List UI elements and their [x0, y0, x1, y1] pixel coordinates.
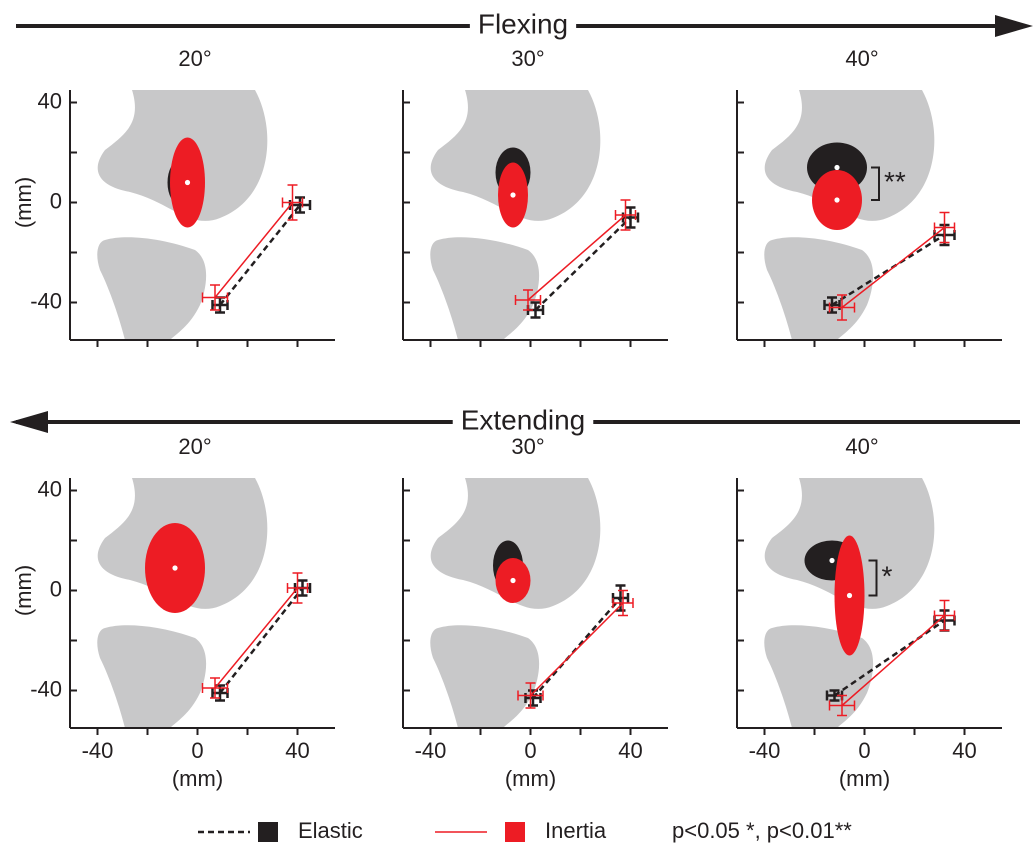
- panel: 20° -40 0 40 (mm): [11, 46, 335, 347]
- x-error-bar: [201, 292, 229, 303]
- panel: 20° -40 0 40 -40 0 40 (mm) (mm): [11, 434, 335, 791]
- y-tick-label: 40: [38, 476, 62, 501]
- bones: [430, 478, 601, 728]
- series-line: [534, 216, 632, 311]
- arrow-head: [995, 15, 1033, 37]
- section-title: Flexing: [478, 8, 568, 39]
- arrow-head: [10, 411, 48, 433]
- x-error-bar: [286, 583, 309, 593]
- x-error-bar: [933, 222, 956, 233]
- legend-label: Elastic: [298, 818, 363, 843]
- significance-bracket: [868, 559, 878, 597]
- series-line: [532, 597, 622, 699]
- series-line: [831, 233, 946, 307]
- significance-label: *: [882, 560, 893, 591]
- x-error-bar: [517, 690, 544, 701]
- x-error-bar: [823, 300, 841, 310]
- panel-title: 20°: [178, 434, 211, 459]
- y-axis-label: (mm): [11, 565, 36, 616]
- tibia: [764, 237, 874, 340]
- significance-note: p<0.05 *, p<0.01**: [672, 818, 852, 843]
- x-axis-label: (mm): [505, 766, 556, 791]
- y-axis-label: (mm): [11, 177, 36, 228]
- series-line: [219, 204, 301, 306]
- series-line: [214, 202, 294, 298]
- x-axis-label: (mm): [172, 766, 223, 791]
- series-line: [841, 614, 945, 707]
- x-error-bar: [933, 610, 956, 621]
- series-line: [527, 214, 626, 301]
- x-tick-label: 40: [618, 738, 642, 763]
- ellipse-center: [510, 577, 516, 584]
- x-tick-label: 40: [285, 738, 309, 763]
- panel-title: 40°: [845, 46, 878, 71]
- x-axis-label: (mm): [839, 766, 890, 791]
- femur: [430, 478, 601, 609]
- panel: 40° -40 0 40 (mm) *: [736, 434, 1002, 791]
- x-error-bar: [828, 700, 856, 711]
- tibia: [430, 625, 540, 728]
- y-tick-label: 40: [38, 88, 62, 113]
- panel-title: 30°: [511, 434, 544, 459]
- panel: 30°: [402, 46, 668, 347]
- series-line: [214, 587, 299, 689]
- x-tick-label: -40: [749, 738, 781, 763]
- x-tick-label: 0: [858, 738, 870, 763]
- x-error-bar: [524, 693, 542, 703]
- ellipse-center: [834, 197, 840, 203]
- series-line: [529, 602, 624, 697]
- x-error-bar: [828, 302, 856, 313]
- ellipse-center: [184, 179, 191, 186]
- ellipse-center: [846, 592, 853, 599]
- x-tick-label: 0: [191, 738, 203, 763]
- series-line: [219, 587, 304, 694]
- x-error-bar: [514, 295, 542, 305]
- legend-swatch: [258, 822, 278, 842]
- y-tick-label: 0: [50, 188, 62, 213]
- x-error-bar: [281, 197, 304, 208]
- x-error-bar: [612, 598, 634, 608]
- ellipse-center: [834, 164, 840, 171]
- ellipse-center: [829, 557, 835, 564]
- y-tick-label: 0: [50, 576, 62, 601]
- x-tick-label: -40: [82, 738, 114, 763]
- panel-title: 20°: [178, 46, 211, 71]
- tibia: [97, 237, 207, 340]
- panel: 30° -40 0 40 (mm): [402, 434, 668, 791]
- x-error-bar: [614, 210, 637, 220]
- tibia: [430, 237, 540, 340]
- legend-swatch: [505, 822, 525, 842]
- x-error-bar: [201, 683, 229, 693]
- panel-title: 30°: [511, 46, 544, 71]
- section-title: Extending: [461, 404, 586, 435]
- ellipse-center: [172, 565, 178, 571]
- tibia: [97, 625, 207, 728]
- x-tick-label: -40: [415, 738, 447, 763]
- ellipse-center: [510, 192, 516, 198]
- panel: 40° **: [736, 46, 1002, 347]
- significance-label: **: [884, 166, 906, 197]
- x-tick-label: 40: [952, 738, 976, 763]
- panel-title: 40°: [845, 434, 878, 459]
- y-tick-label: -40: [30, 676, 62, 701]
- series-line: [841, 226, 945, 309]
- legend-label: Inertia: [545, 818, 607, 843]
- significance-bracket: [871, 166, 880, 201]
- y-tick-label: -40: [30, 288, 62, 313]
- series-line: [833, 619, 946, 697]
- x-tick-label: 0: [524, 738, 536, 763]
